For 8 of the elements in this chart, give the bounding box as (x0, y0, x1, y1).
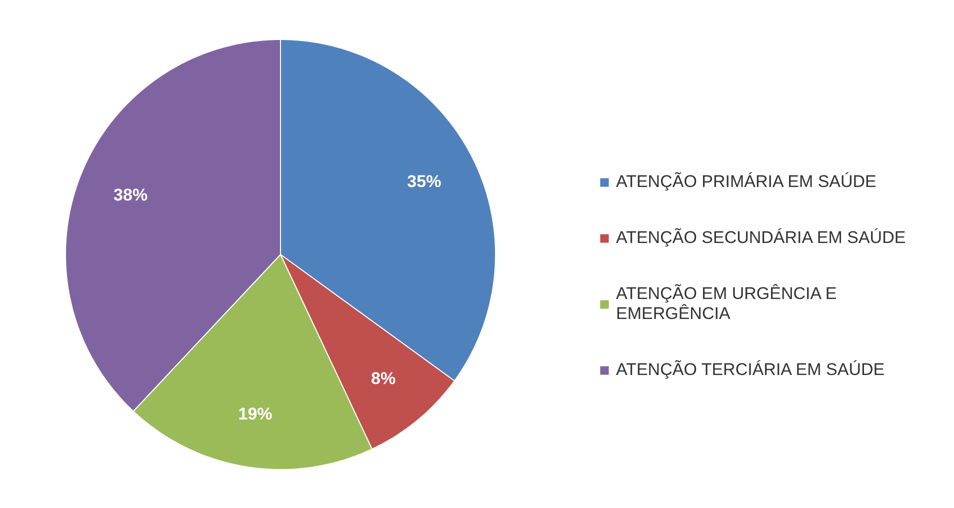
data-label: 38% (114, 186, 148, 205)
data-label: 19% (238, 404, 272, 424)
legend-label: ATENÇÃO TERCIÁRIA EM SAÚDE (616, 360, 885, 380)
data-label: 35% (407, 172, 442, 191)
legend-label: ATENÇÃO PRIMÁRIA EM SAÚDE (616, 172, 876, 192)
legend-label: ATENÇÃO SECUNDÁRIA EM SAÚDE (616, 228, 906, 248)
legend-label: ATENÇÃO EM URGÊNCIA E EMERGÊNCIA (616, 284, 837, 324)
data-label: 8% (371, 369, 396, 388)
